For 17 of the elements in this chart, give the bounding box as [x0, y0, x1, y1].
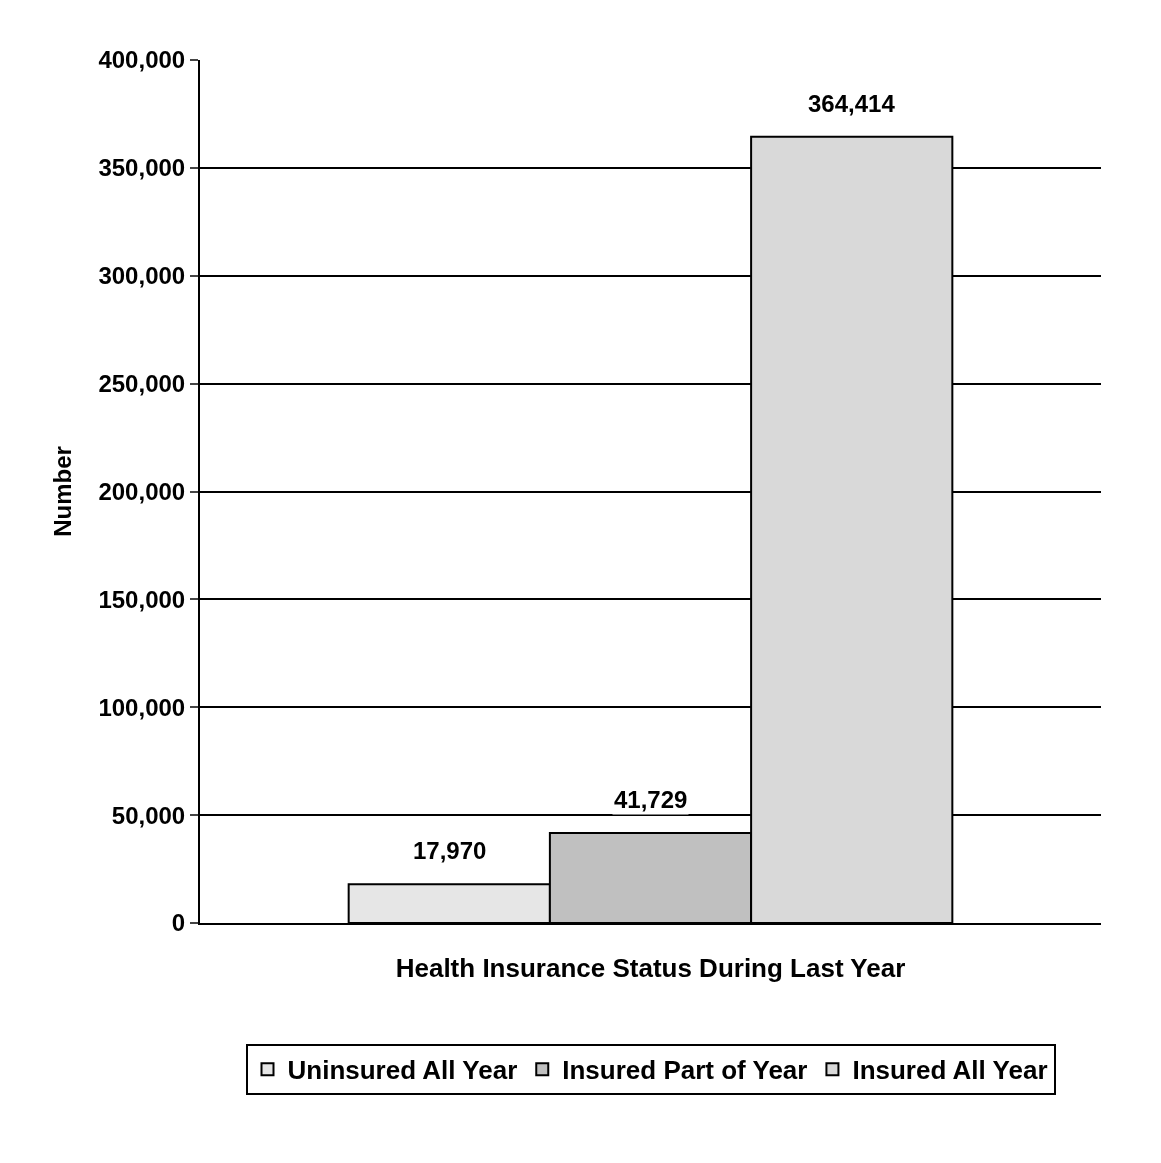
y-tick-label: 0: [171, 909, 186, 937]
y-tick-label: 150,000: [98, 585, 186, 613]
y-tick-label: 350,000: [98, 154, 186, 182]
legend-label: Insured All Year: [852, 1055, 1048, 1086]
legend-label: Uninsured All Year: [287, 1055, 518, 1086]
y-tick-label: 400,000: [98, 46, 186, 74]
data-label: 41,729: [614, 786, 688, 813]
data-label: 17,970: [413, 837, 487, 864]
y-axis-title: Number: [49, 446, 77, 537]
data-label: 364,414: [808, 90, 896, 117]
legend-label: Insured Part of Year: [562, 1055, 808, 1086]
y-tick-label: 200,000: [98, 477, 186, 505]
x-axis-title: Health Insurance Status During Last Year: [395, 953, 906, 983]
y-tick-label: 250,000: [98, 370, 186, 398]
y-tick-label: 50,000: [111, 801, 186, 829]
y-tick-label: 100,000: [98, 693, 186, 721]
y-tick-label: 300,000: [98, 262, 186, 290]
